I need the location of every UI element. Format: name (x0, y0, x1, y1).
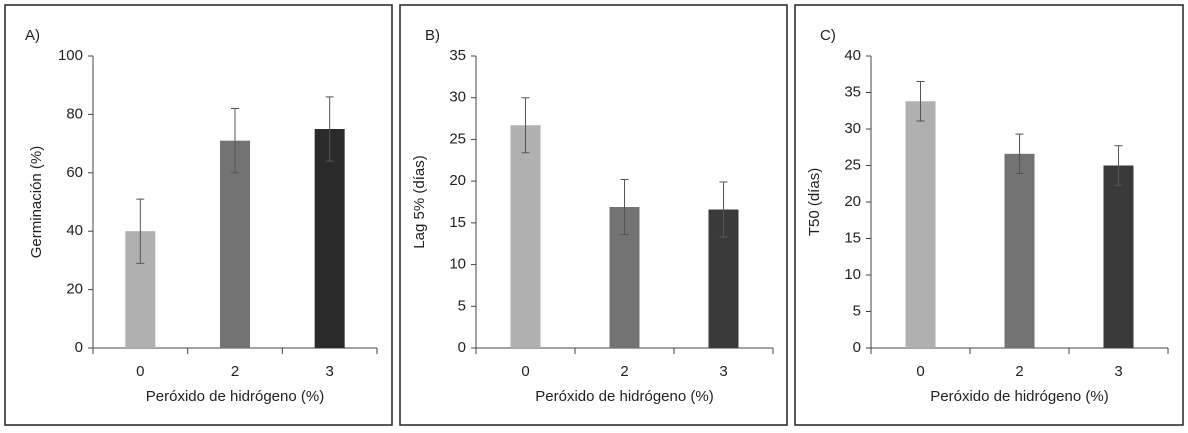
x-tick-label: 0 (521, 363, 529, 380)
y-tick-label: 40 (844, 47, 861, 64)
y-tick-label: 15 (449, 214, 466, 231)
y-tick-label: 15 (844, 229, 861, 246)
y-tick-label: 0 (853, 339, 861, 356)
y-tick-label: 20 (844, 193, 861, 210)
bar (314, 129, 345, 348)
error-bar (1015, 133, 1024, 175)
error-bar (1114, 145, 1123, 186)
y-axis-label: Germinación (%) (28, 146, 45, 259)
x-tick-label: 2 (231, 363, 239, 380)
panel-label: C) (820, 27, 836, 44)
bar (510, 125, 541, 348)
x-tick-label: 0 (136, 363, 144, 380)
y-tick-label: 10 (844, 266, 861, 283)
error-bar (136, 198, 145, 264)
bar (1004, 153, 1035, 348)
error-bar (521, 97, 530, 154)
x-tick-label: 3 (719, 363, 727, 380)
y-tick-label: 40 (66, 222, 83, 239)
panel-label: A) (25, 27, 40, 44)
x-tick-label: 0 (916, 363, 924, 380)
y-tick-label: 20 (66, 281, 83, 298)
y-axis-label: T50 (días) (806, 168, 823, 236)
x-axis-label: Peróxido de hidrógeno (%) (930, 388, 1108, 405)
error-bar (719, 181, 728, 238)
y-tick-label: 20 (449, 172, 466, 189)
y-tick-label: 60 (66, 164, 83, 181)
error-bar (916, 81, 925, 122)
y-axis-label: Lag 5% (días) (411, 155, 428, 248)
y-tick-label: 25 (449, 130, 466, 147)
bar (905, 101, 936, 348)
y-tick-label: 30 (844, 120, 861, 137)
x-tick-label: 2 (620, 363, 628, 380)
x-tick-label: 3 (325, 363, 333, 380)
bar (1103, 165, 1134, 348)
x-axis-label: Peróxido de hidrógeno (%) (535, 388, 713, 405)
y-tick-label: 10 (449, 256, 466, 273)
panel-frame (794, 4, 1184, 426)
y-tick-label: 5 (853, 302, 861, 319)
error-bar (620, 178, 629, 236)
x-tick-label: 2 (1015, 363, 1023, 380)
x-tick-label: 3 (1114, 363, 1122, 380)
y-tick-label: 35 (449, 47, 466, 64)
panel-frame (4, 4, 393, 426)
error-bar (325, 96, 334, 162)
y-tick-label: 0 (75, 339, 83, 356)
panel-frame (399, 4, 788, 426)
y-tick-label: 5 (458, 297, 466, 314)
y-tick-label: 100 (58, 47, 83, 64)
x-axis-label: Peróxido de hidrógeno (%) (146, 388, 324, 405)
error-bar (231, 108, 239, 174)
y-tick-label: 80 (66, 105, 83, 122)
y-tick-label: 25 (844, 156, 861, 173)
y-tick-label: 0 (458, 339, 466, 356)
y-tick-label: 30 (449, 89, 466, 106)
bar (220, 140, 250, 348)
panel-label: B) (425, 27, 440, 44)
y-tick-label: 35 (844, 83, 861, 100)
